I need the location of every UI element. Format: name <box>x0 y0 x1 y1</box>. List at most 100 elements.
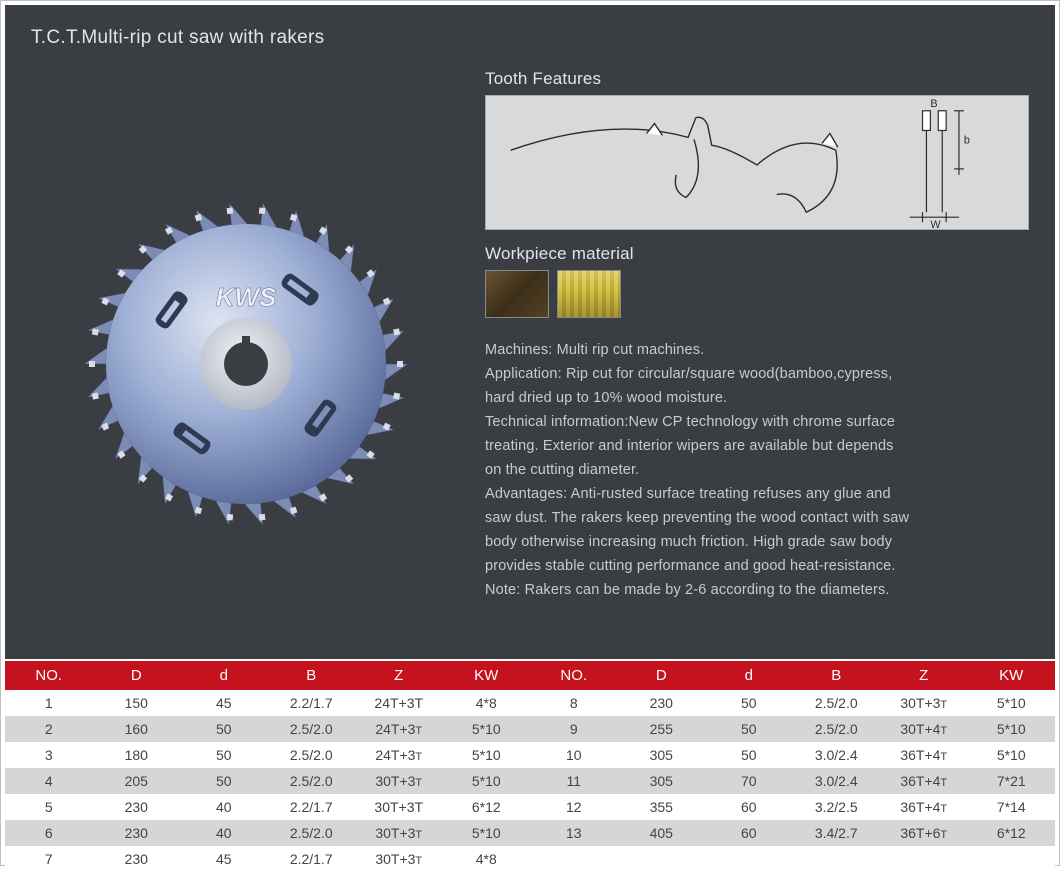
cell-Z: 30T+3T <box>355 768 443 794</box>
col-header: KW <box>968 661 1056 690</box>
cell-B: 3.2/2.5 <box>793 794 881 820</box>
description-line: on the cutting diameter. <box>485 458 1029 482</box>
table-row: 12355603.2/2.536T+4T7*14 <box>530 794 1055 820</box>
cell-d: 50 <box>180 742 268 768</box>
cell-Z: 24T+3T <box>355 690 443 716</box>
cell-KW: 6*12 <box>443 794 531 820</box>
cell-d: 45 <box>180 846 268 872</box>
cell-d: 45 <box>180 690 268 716</box>
tooth-features-title: Tooth Features <box>485 69 1029 89</box>
description-line: Application: Rip cut for circular/square… <box>485 362 1029 386</box>
table-row: 8230502.5/2.030T+3T5*10 <box>530 690 1055 716</box>
cell-d: 50 <box>705 742 793 768</box>
cell-B: 2.5/2.0 <box>268 768 356 794</box>
description-line: treating. Exterior and interior wipers a… <box>485 434 1029 458</box>
description-line: Advantages: Anti-rusted surface treating… <box>485 482 1029 506</box>
cell-Z: 30T+4T <box>880 716 968 742</box>
table-row: 6230402.5/2.030T+3T5*10 <box>5 820 530 846</box>
description-line: provides stable cutting performance and … <box>485 554 1029 578</box>
cell-Z: 36T+4T <box>880 768 968 794</box>
cell-d: 50 <box>705 690 793 716</box>
col-header: NO. <box>530 661 618 690</box>
cell-d: 40 <box>180 794 268 820</box>
table-row: 2160502.5/2.024T+3T5*10 <box>5 716 530 742</box>
cell-no: 10 <box>530 742 618 768</box>
col-header: Z <box>355 661 443 690</box>
cell-D: 180 <box>93 742 181 768</box>
description-line: saw dust. The rakers keep preventing the… <box>485 506 1029 530</box>
cell-B: 3.0/2.4 <box>793 768 881 794</box>
cell-D: 230 <box>618 690 706 716</box>
cell-B: 2.2/1.7 <box>268 846 356 872</box>
cell-d: 70 <box>705 768 793 794</box>
cell-no: 9 <box>530 716 618 742</box>
page-title: T.C.T.Multi-rip cut saw with rakers <box>31 27 1029 49</box>
cell-Z: 36T+6T <box>880 820 968 846</box>
upper-section: KWS Tooth Features <box>31 69 1029 659</box>
spec-table-right: NO.DdBZKW 8230502.5/2.030T+3T5*109255502… <box>530 661 1055 872</box>
cell-B: 2.5/2.0 <box>793 716 881 742</box>
workpiece-material-section: Workpiece material <box>485 244 1029 324</box>
cell-KW: 7*14 <box>968 794 1056 820</box>
cell-KW: 5*10 <box>968 742 1056 768</box>
cell-d: 50 <box>705 716 793 742</box>
cell-no: 1 <box>5 690 93 716</box>
table-row: 10305503.0/2.436T+4T5*10 <box>530 742 1055 768</box>
cell-KW: 5*10 <box>443 742 531 768</box>
cell-KW: 4*8 <box>443 690 531 716</box>
col-header: D <box>618 661 706 690</box>
cell-Z: 30T+3T <box>355 820 443 846</box>
cell-D: 230 <box>93 846 181 872</box>
spec-table-left: NO.DdBZKW 1150452.2/1.724T+3T4*82160502.… <box>5 661 530 872</box>
cell-D: 305 <box>618 768 706 794</box>
col-header: Z <box>880 661 968 690</box>
cell-D: 150 <box>93 690 181 716</box>
cell-D: 405 <box>618 820 706 846</box>
col-header: B <box>793 661 881 690</box>
cell-Z: 36T+4T <box>880 794 968 820</box>
cell-d: 60 <box>705 820 793 846</box>
table-row: 11305703.0/2.436T+4T7*21 <box>530 768 1055 794</box>
cell-Z: 24T+3T <box>355 742 443 768</box>
col-header: D <box>93 661 181 690</box>
info-column: Tooth Features <box>485 69 1029 659</box>
cell-no: 6 <box>5 820 93 846</box>
description-line: Technical information:New CP technology … <box>485 410 1029 434</box>
cell-D: 205 <box>93 768 181 794</box>
table-row: 5230402.2/1.730T+3T6*12 <box>5 794 530 820</box>
col-header: NO. <box>5 661 93 690</box>
material-swatches <box>485 270 1029 318</box>
cell-KW: 5*10 <box>443 768 531 794</box>
description-line: Machines: Multi rip cut machines. <box>485 338 1029 362</box>
cell-d: 40 <box>180 820 268 846</box>
description-line: Note: Rakers can be made by 2-6 accordin… <box>485 578 1029 602</box>
cell-d: 50 <box>180 768 268 794</box>
table-row: 9255502.5/2.030T+4T5*10 <box>530 716 1055 742</box>
dark-panel: T.C.T.Multi-rip cut saw with rakers <box>5 5 1055 659</box>
svg-text:B: B <box>930 98 937 110</box>
cell-B: 2.5/2.0 <box>268 820 356 846</box>
col-header: B <box>268 661 356 690</box>
cell-D: 230 <box>93 820 181 846</box>
tooth-diagram: B W b <box>485 95 1029 230</box>
cell-no: 12 <box>530 794 618 820</box>
cell-KW: 5*10 <box>968 716 1056 742</box>
saw-blade-image: KWS <box>76 194 416 534</box>
cell-KW: 5*10 <box>443 820 531 846</box>
cell-KW: 5*10 <box>968 690 1056 716</box>
cell-no: 3 <box>5 742 93 768</box>
cell-no: 5 <box>5 794 93 820</box>
cell-Z: 30T+3T <box>880 690 968 716</box>
cell-B: 2.2/1.7 <box>268 690 356 716</box>
col-header: d <box>705 661 793 690</box>
cell-no: 4 <box>5 768 93 794</box>
spec-tables: NO.DdBZKW 1150452.2/1.724T+3T4*82160502.… <box>5 661 1055 872</box>
table-row: 13405603.4/2.736T+6T6*12 <box>530 820 1055 846</box>
blade-logo: KWS <box>216 282 277 312</box>
tooth-features-section: Tooth Features <box>485 69 1029 230</box>
product-sheet: T.C.T.Multi-rip cut saw with rakers <box>0 0 1060 866</box>
cell-B: 2.5/2.0 <box>268 716 356 742</box>
cell-no: 8 <box>530 690 618 716</box>
product-image-column: KWS <box>31 69 461 659</box>
table-row: 3180502.5/2.024T+3T5*10 <box>5 742 530 768</box>
